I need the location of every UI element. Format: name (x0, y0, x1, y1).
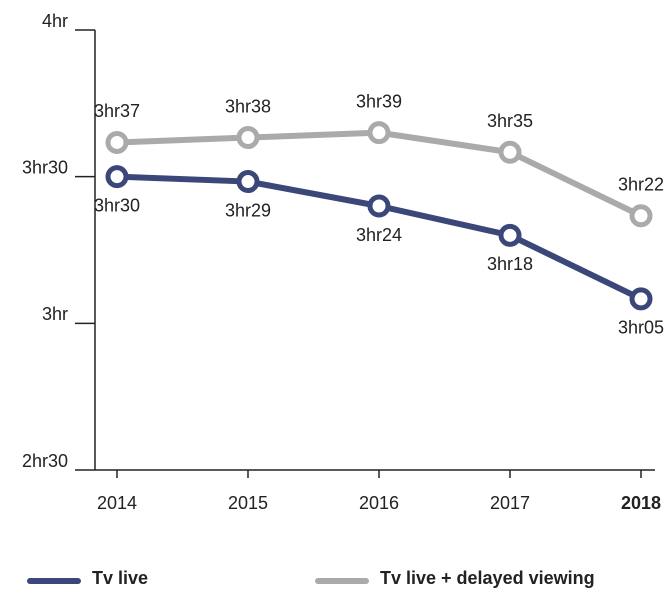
point (105, 130, 129, 154)
data-label: 3hr24 (356, 225, 402, 245)
y-tick-label: 3hr (42, 304, 68, 324)
data-label: 3hr30 (94, 195, 140, 215)
legend-label: Tv live + delayed viewing (380, 568, 595, 588)
data-label: 3hr18 (487, 254, 533, 274)
point (367, 121, 391, 145)
point (498, 140, 522, 164)
x-tick-label: 2014 (97, 493, 137, 513)
point (367, 194, 391, 218)
data-label: 3hr38 (225, 96, 271, 116)
y-tick-label: 4hr (42, 11, 68, 31)
data-label: 3hr22 (618, 175, 664, 195)
data-label: 3hr05 (618, 318, 664, 338)
point (236, 126, 260, 150)
x-tick-label: 2016 (359, 493, 399, 513)
y-tick-label: 3hr30 (22, 157, 68, 177)
data-label: 3hr29 (225, 200, 271, 220)
x-tick-label: 2018 (621, 493, 661, 513)
legend-label: Tv live (92, 568, 148, 588)
x-tick-label: 2017 (490, 493, 530, 513)
y-tick-label: 2hr30 (22, 451, 68, 471)
data-label: 3hr37 (94, 101, 140, 121)
data-label: 3hr39 (356, 91, 402, 111)
data-label: 3hr35 (487, 111, 533, 131)
point (498, 223, 522, 247)
point (105, 165, 129, 189)
point (236, 170, 260, 194)
x-tick-label: 2015 (228, 493, 268, 513)
point (629, 287, 653, 311)
point (629, 204, 653, 228)
